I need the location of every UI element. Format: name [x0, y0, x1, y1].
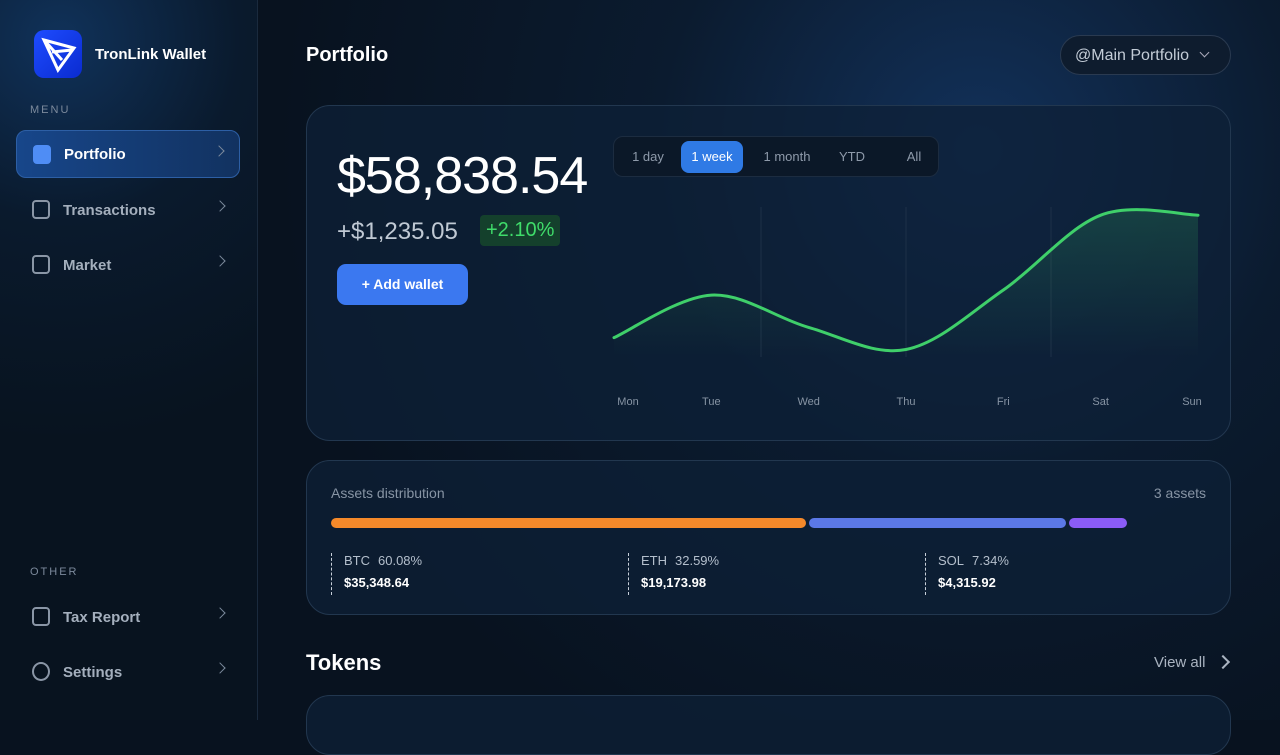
nav-item[interactable]: Tax Report	[16, 593, 240, 641]
add-wallet-button[interactable]: + Add wallet	[337, 264, 468, 305]
section-label: MENU	[30, 104, 71, 116]
nav-label: Tax Report	[63, 608, 141, 626]
asset-legend: ETH 32.59% $19,173.98	[628, 553, 719, 595]
x-tick-label: Sat	[1092, 396, 1109, 408]
change: +$1,235.05	[337, 218, 458, 245]
section-title: Tokens	[306, 650, 382, 675]
chevron	[1215, 654, 1231, 670]
nav-item[interactable]: Settings	[16, 648, 240, 696]
asset-amount: $35,348.64	[344, 575, 410, 590]
range-tabs: 1 day 1 week 1 month YTD All	[613, 136, 939, 177]
asset-symbol: ETH	[641, 553, 667, 568]
logo-icon	[41, 37, 77, 73]
summary-card: $58,838.54 +$1,235.05 +2.10% + Add walle…	[306, 105, 1231, 441]
nav-label: Market	[63, 256, 112, 274]
asset-row: ETH 32.59%	[641, 553, 719, 568]
range-tab[interactable]: 1 month	[763, 149, 811, 164]
asset-symbol: BTC	[344, 553, 370, 568]
asset-legend: BTC 60.08% $35,348.64	[331, 553, 422, 595]
assets-card: Assets distribution 3 assets BTC 60.08% $3…	[306, 460, 1231, 615]
distribution-segment	[808, 518, 1067, 528]
nav-item[interactable]: Market	[16, 241, 240, 289]
range-tab[interactable]: All	[906, 149, 922, 164]
asset-amount: $4,315.92	[938, 575, 996, 590]
asset-percent: 32.59%	[675, 553, 720, 568]
main: Portfolio @Main Portfolio $58,838.54 +$1…	[258, 0, 1280, 755]
asset-percent: 7.34%	[972, 553, 1009, 568]
nav-label: Transactions	[63, 201, 156, 219]
logo[interactable]	[34, 30, 82, 78]
x-tick-label: Mon	[617, 396, 638, 408]
asset-symbol: SOL	[938, 553, 965, 568]
sidebar: TronLink Wallet MENU Portfolio Transacti…	[0, 0, 258, 720]
asset-amount: $19,173.98	[641, 575, 707, 590]
distribution-segment	[331, 518, 806, 528]
page-title: Portfolio	[306, 44, 389, 66]
asset-row: SOL 7.34%	[938, 553, 1009, 568]
tokens-card	[306, 695, 1231, 755]
change-percent: +2.10%	[480, 215, 561, 246]
view-all-link[interactable]: View all	[1154, 654, 1206, 671]
balance: $58,838.54	[337, 147, 588, 205]
x-tick-label: Tue	[702, 396, 721, 408]
nav-label: Settings	[63, 663, 123, 681]
assets-count: 3 assets	[1153, 485, 1206, 501]
area	[614, 209, 1198, 357]
x-tick-label: Wed	[797, 396, 819, 408]
selector-label: @Main Portfolio	[1075, 47, 1190, 64]
nav-item[interactable]: Transactions	[16, 186, 240, 234]
x-tick-label: Thu	[897, 396, 916, 408]
brand: TronLink Wallet	[95, 46, 207, 63]
nav-label: Portfolio	[64, 145, 126, 163]
asset-legend: SOL 7.34% $4,315.92	[925, 553, 1009, 595]
section-label: OTHER	[30, 566, 79, 578]
asset-row: BTC 60.08%	[344, 553, 422, 568]
x-tick-label: Sun	[1182, 396, 1202, 408]
distribution-segment	[1069, 518, 1128, 528]
portfolio-selector[interactable]: @Main Portfolio	[1060, 35, 1231, 75]
range-tab[interactable]: 1 week	[681, 141, 743, 173]
x-tick-label: Fri	[997, 396, 1010, 408]
line	[612, 208, 1200, 353]
range-tab[interactable]: YTD	[839, 149, 865, 164]
range-tab[interactable]: 1 day	[632, 149, 664, 164]
nav-item[interactable]: Portfolio	[16, 130, 240, 178]
asset-percent: 60.08%	[378, 553, 423, 568]
assets-title: Assets distribution	[331, 485, 445, 501]
